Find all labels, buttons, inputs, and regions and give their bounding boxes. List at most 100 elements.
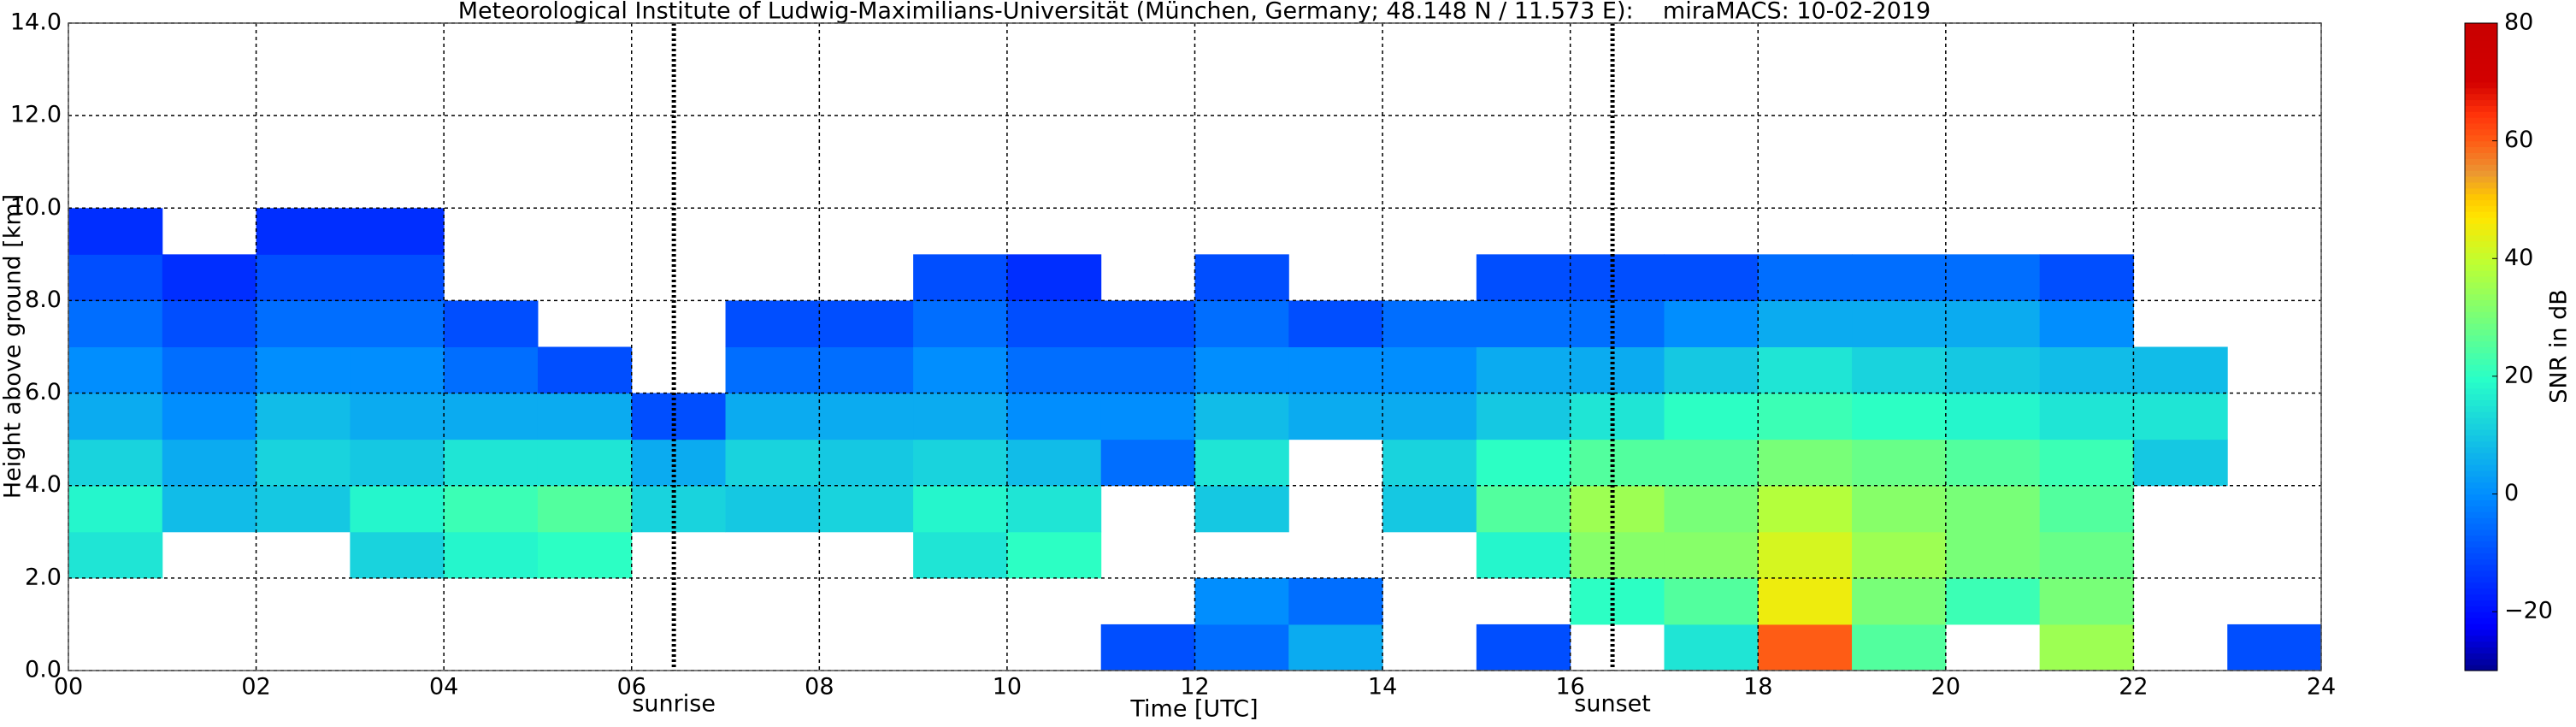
cell xyxy=(1664,577,1759,625)
cell xyxy=(68,439,163,487)
colorbar-segment xyxy=(2465,281,2497,289)
cell xyxy=(1664,300,1759,347)
colorbar-segment xyxy=(2465,40,2497,48)
colorbar-segment xyxy=(2465,665,2497,671)
colorbar-segment xyxy=(2465,375,2497,383)
colorbar-segment xyxy=(2465,287,2497,295)
cell xyxy=(1945,531,2041,579)
y-tick-label: 12.0 xyxy=(10,102,62,128)
cell xyxy=(1945,254,2041,301)
cell xyxy=(1758,393,1853,440)
cell xyxy=(631,393,727,440)
cell xyxy=(1945,300,2041,347)
cell xyxy=(1194,393,1289,440)
colorbar-segment xyxy=(2465,264,2497,271)
colorbar-segment xyxy=(2465,234,2497,242)
cell xyxy=(350,393,445,440)
colorbar-segment xyxy=(2465,464,2497,471)
colorbar-label: SNR in dB xyxy=(2546,289,2573,404)
cell xyxy=(1570,485,1665,533)
colorbar-segment xyxy=(2465,511,2497,518)
colorbar-segment xyxy=(2465,117,2497,124)
colorbar-segment xyxy=(2465,23,2497,30)
colorbar-segment xyxy=(2465,205,2497,212)
cell xyxy=(444,346,539,394)
cell xyxy=(444,485,539,533)
y-tick-label: 0.0 xyxy=(25,657,62,683)
x-tick-label: 24 xyxy=(2307,674,2336,700)
cell xyxy=(68,393,163,440)
x-tick-label: 02 xyxy=(241,674,270,700)
colorbar-segment xyxy=(2465,28,2497,36)
cell xyxy=(537,531,633,579)
colorbar-tick-label: 80 xyxy=(2504,9,2533,36)
colorbar-segment xyxy=(2465,629,2497,636)
colorbar-segment xyxy=(2465,70,2497,77)
colorbar-segment xyxy=(2465,606,2497,612)
colorbar-segment xyxy=(2465,305,2497,312)
colorbar-segment xyxy=(2465,505,2497,512)
cell xyxy=(1194,439,1289,487)
cell xyxy=(350,485,445,533)
colorbar-segment xyxy=(2465,452,2497,459)
colorbar-segment xyxy=(2465,358,2497,365)
colorbar-segment xyxy=(2465,311,2497,318)
cell xyxy=(256,485,351,533)
colorbar-segment xyxy=(2465,653,2497,659)
cell xyxy=(1476,254,1571,301)
x-tick-label: 08 xyxy=(805,674,834,700)
cell xyxy=(350,208,445,255)
cell xyxy=(68,208,163,255)
colorbar-tick-label: −20 xyxy=(2504,598,2553,624)
cell xyxy=(350,254,445,301)
colorbar-segment xyxy=(2465,193,2497,201)
cell xyxy=(537,485,633,533)
cell xyxy=(1194,254,1289,301)
y-tick-label: 10.0 xyxy=(10,194,62,221)
colorbar-segment xyxy=(2465,647,2497,653)
colorbar-segment xyxy=(2465,564,2497,571)
cell xyxy=(537,393,633,440)
cell xyxy=(256,300,351,347)
cell xyxy=(256,254,351,301)
cell xyxy=(162,393,257,440)
colorbar-segment xyxy=(2465,181,2497,189)
colorbar-tick-label: 20 xyxy=(2504,362,2533,388)
cell xyxy=(68,485,163,533)
colorbar-segment xyxy=(2465,128,2497,136)
cell xyxy=(819,393,914,440)
cell xyxy=(162,439,257,487)
colorbar-segment xyxy=(2465,293,2497,301)
colorbar-segment xyxy=(2465,258,2497,265)
colorbar-segment xyxy=(2465,405,2497,412)
cell xyxy=(256,393,351,440)
plot-frame xyxy=(68,22,2322,671)
cell xyxy=(1006,439,1102,487)
cell xyxy=(1288,577,1383,625)
y-tick-label: 8.0 xyxy=(25,287,62,313)
cell xyxy=(913,346,1008,394)
colorbar-segment xyxy=(2465,105,2497,112)
x-axis-label: Time [UTC] xyxy=(1129,696,1258,723)
y-tick-label: 6.0 xyxy=(25,379,62,405)
cell xyxy=(725,393,820,440)
colorbar-segment xyxy=(2465,370,2497,377)
colorbar-segment xyxy=(2465,140,2497,148)
colorbar-segment xyxy=(2465,547,2497,553)
cell xyxy=(1382,346,1477,394)
cell xyxy=(162,300,257,347)
cell xyxy=(68,531,163,579)
colorbar-segment xyxy=(2465,58,2497,65)
colorbar-segment xyxy=(2465,482,2497,489)
colorbar-segment xyxy=(2465,417,2497,424)
colorbar-segment xyxy=(2465,246,2497,253)
colorbar-segment xyxy=(2465,352,2497,359)
cell xyxy=(1852,300,1947,347)
cell xyxy=(350,531,445,579)
cell xyxy=(1664,485,1759,533)
cell xyxy=(1852,346,1947,394)
cell xyxy=(1570,439,1665,487)
cell xyxy=(2133,393,2228,440)
colorbar-segment xyxy=(2465,488,2497,495)
cell xyxy=(444,300,539,347)
